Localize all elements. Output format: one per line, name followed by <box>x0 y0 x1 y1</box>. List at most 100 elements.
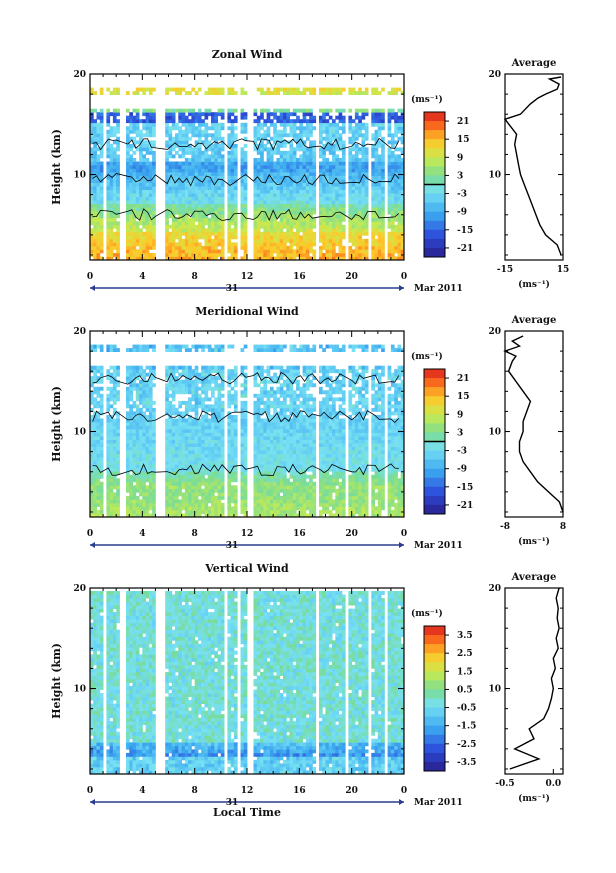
heatmap-cell <box>354 210 359 215</box>
heatmap-cell <box>211 210 215 215</box>
heatmap-cell <box>135 471 140 476</box>
heatmap-cell <box>354 133 359 138</box>
heatmap-cell <box>338 221 343 226</box>
heatmap-cell <box>188 175 192 180</box>
heatmap-cell <box>152 429 156 433</box>
heatmap-cell <box>197 200 202 205</box>
heatmap-cell <box>292 154 297 159</box>
heatmap-cell <box>194 404 199 409</box>
heatmap-cell <box>201 154 205 159</box>
heatmap-cell <box>286 158 290 162</box>
heatmap-cell <box>240 228 245 233</box>
heatmap-cell <box>302 87 307 92</box>
heatmap-cell <box>96 446 101 451</box>
heatmap-cell <box>201 492 205 497</box>
heatmap-cell <box>181 231 186 236</box>
heatmap-cell <box>266 112 271 117</box>
heatmap-cell <box>175 242 179 247</box>
heatmap-cell <box>90 150 94 155</box>
heatmap-cell <box>302 179 307 183</box>
heatmap-cell <box>171 147 176 152</box>
heatmap-cell <box>227 467 232 472</box>
heatmap-cell <box>171 256 176 261</box>
heatmap-cell <box>96 182 101 187</box>
heatmap-cell <box>165 245 169 250</box>
heatmap-cell <box>361 253 366 257</box>
heatmap-cell <box>361 242 366 247</box>
heatmap-cell <box>188 418 192 423</box>
heatmap-cell <box>328 217 333 222</box>
heatmap-cell <box>132 369 137 374</box>
heatmap-cell <box>374 242 379 247</box>
heatmap-cell <box>99 411 104 416</box>
heatmap-cell <box>207 231 212 236</box>
heatmap-cell <box>178 147 182 152</box>
heatmap-cell <box>214 172 218 176</box>
heatmap-cell <box>152 203 156 208</box>
heatmap-cell <box>191 253 196 257</box>
heatmap-cell <box>263 168 268 173</box>
heatmap-cell <box>184 238 189 243</box>
heatmap-cell <box>233 91 238 95</box>
heatmap-cell <box>126 411 130 416</box>
heatmap-cell <box>354 112 359 117</box>
heatmap-cell <box>168 242 173 247</box>
heatmap-cell <box>377 129 382 134</box>
heatmap-cell <box>129 436 133 440</box>
heatmap-cell <box>126 418 130 423</box>
heatmap-cell <box>181 481 186 486</box>
heatmap-cell <box>302 242 307 247</box>
heatmap-cell <box>168 400 173 405</box>
heatmap-cell <box>106 407 111 412</box>
heatmap-cell <box>354 147 359 152</box>
heatmap-cell <box>129 154 133 159</box>
heatmap-cell <box>309 193 313 197</box>
heatmap-cell <box>374 133 379 138</box>
heatmap-cell <box>296 143 300 148</box>
heatmap-cell <box>211 126 215 131</box>
heatmap-cell <box>279 214 284 219</box>
heatmap-cell <box>351 186 356 190</box>
heatmap-cell <box>148 495 153 500</box>
heatmap-cell <box>148 203 153 208</box>
heatmap-cell <box>217 189 222 194</box>
heatmap-cell <box>233 179 238 183</box>
heatmap-cell <box>194 481 199 486</box>
heatmap-cell <box>361 214 366 219</box>
heatmap-cell <box>227 379 232 384</box>
heatmap-cell <box>148 439 153 444</box>
heatmap-cell <box>188 207 192 212</box>
heatmap-cell <box>99 161 104 166</box>
heatmap-cell <box>263 245 268 250</box>
heatmap-cell <box>171 143 176 148</box>
heatmap-cell <box>197 115 202 120</box>
heatmap-cell <box>106 460 111 465</box>
heatmap-cell <box>188 404 192 409</box>
heatmap-cell <box>181 439 186 444</box>
heatmap-cell <box>348 186 353 190</box>
heatmap-cell <box>296 203 300 208</box>
heatmap-cell <box>397 108 402 113</box>
heatmap-cell <box>178 471 182 476</box>
heatmap-cell <box>106 513 111 518</box>
heatmap-cell <box>332 203 336 208</box>
heatmap-cell <box>400 249 405 254</box>
heatmap-cell <box>152 196 156 201</box>
heatmap-cell <box>201 119 205 124</box>
heatmap-cell <box>142 147 146 152</box>
heatmap-cell <box>381 242 385 247</box>
heatmap-cell <box>106 499 111 504</box>
heatmap-cell <box>227 168 232 173</box>
heatmap-cell <box>332 133 336 138</box>
heatmap-cell <box>240 165 245 169</box>
heatmap-cell <box>348 175 353 180</box>
heatmap-cell <box>171 422 176 426</box>
heatmap-cell <box>93 129 97 134</box>
heatmap-cell <box>305 182 310 187</box>
heatmap-cell <box>207 481 212 486</box>
heatmap-cell <box>152 369 156 374</box>
heatmap-cell <box>112 365 117 370</box>
heatmap-cell <box>178 224 182 229</box>
heatmap-cell <box>142 453 146 458</box>
heatmap-cell <box>201 488 205 493</box>
